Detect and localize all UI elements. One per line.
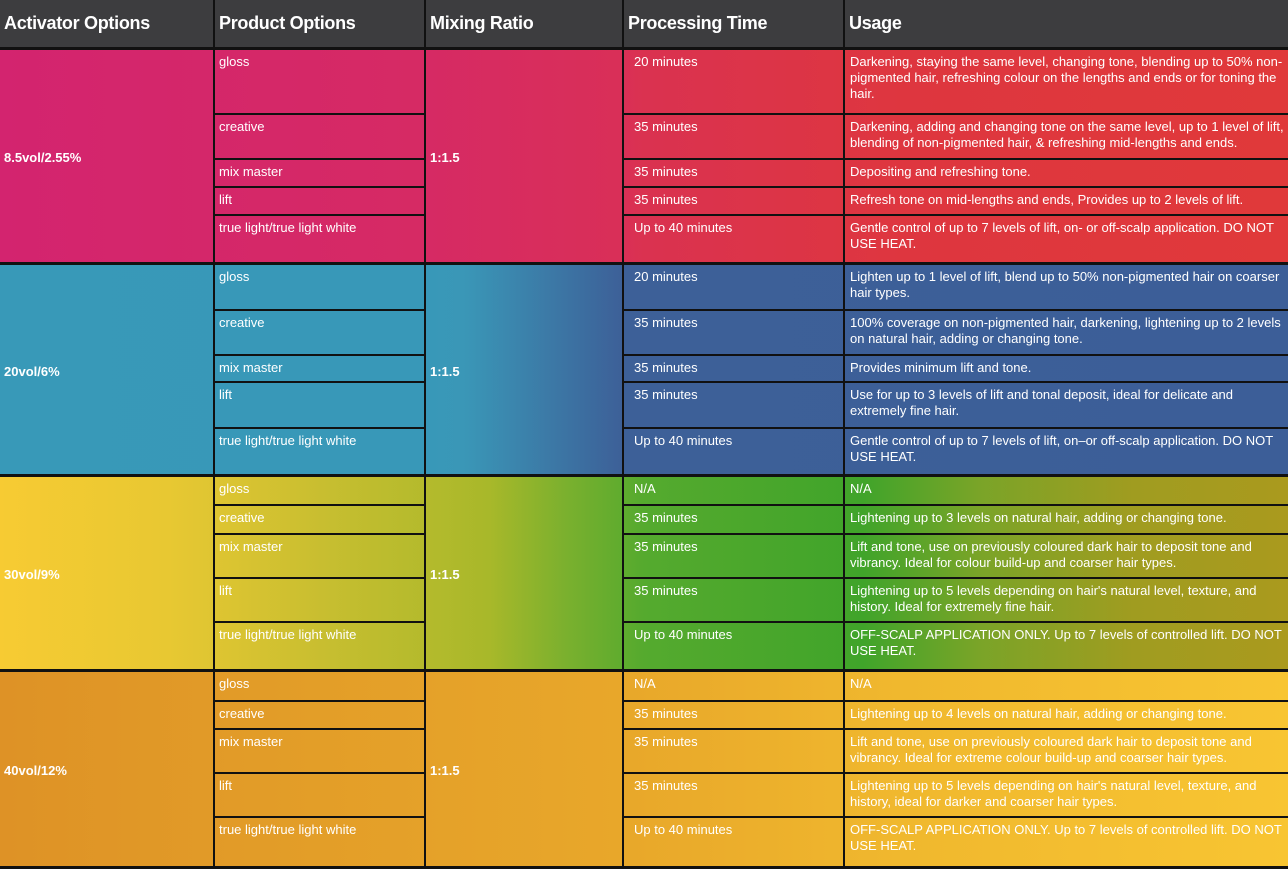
product-cell: true light/true light white — [215, 429, 426, 474]
product-cell: mix master — [215, 356, 426, 383]
processing-time-cell: 35 minutes — [624, 311, 845, 356]
product-cell: true light/true light white — [215, 818, 426, 866]
header-usage: Usage — [849, 13, 902, 33]
product-cell: mix master — [215, 535, 426, 579]
usage-cell: Depositing and refreshing tone. — [845, 160, 1288, 188]
usage-cell: Darkening, staying the same level, chang… — [845, 50, 1288, 115]
processing-time-cell: Up to 40 minutes — [624, 623, 845, 669]
processing-time-cell: 35 minutes — [624, 579, 845, 623]
processing-time-cell: N/A — [624, 672, 845, 702]
product-cell: gloss — [215, 50, 426, 115]
processing-time-cell: 35 minutes — [624, 774, 845, 818]
product-cell: mix master — [215, 730, 426, 774]
product-cell: creative — [215, 115, 426, 160]
table-header: Activator Options Product Options Mixing… — [0, 0, 1288, 50]
processing-time-cell: 35 minutes — [624, 535, 845, 579]
mixing-ratio-cell: 1:1.5 — [426, 672, 624, 866]
usage-cell: N/A — [845, 477, 1288, 506]
activator-group: 20vol/6% 1:1.5 gloss 20 minutes Lighten up t… — [0, 265, 1288, 477]
processing-time-cell: 35 minutes — [624, 702, 845, 730]
processing-time-cell: 35 minutes — [624, 506, 845, 535]
activator-cell: 20vol/6% — [0, 265, 215, 474]
header-activator-options: Activator Options — [0, 0, 215, 47]
processing-time-cell: Up to 40 minutes — [624, 216, 845, 262]
processing-time-cell: 35 minutes — [624, 160, 845, 188]
usage-cell: Lightening up to 3 levels on natural hai… — [845, 506, 1288, 535]
product-cell: creative — [215, 506, 426, 535]
activator-cell: 8.5vol/2.55% — [0, 50, 215, 262]
product-cell: gloss — [215, 672, 426, 702]
header-mixing-ratio: Mixing Ratio — [426, 0, 624, 47]
mixing-ratio-cell: 1:1.5 — [426, 50, 624, 262]
activator-group: 30vol/9% 1:1.5 gloss N/A N/A creative 35 minut… — [0, 477, 1288, 672]
usage-cell: N/A — [845, 672, 1288, 702]
processing-time-cell: 20 minutes — [624, 265, 845, 311]
usage-cell: 100% coverage on non-pigmented hair, dar… — [845, 311, 1288, 356]
usage-cell: Lightening up to 5 levels depending on h… — [845, 774, 1288, 818]
usage-cell: Lift and tone, use on previously coloure… — [845, 535, 1288, 579]
usage-cell: Gentle control of up to 7 levels of lift… — [850, 433, 1273, 464]
product-cell: lift — [215, 579, 426, 623]
processing-time-cell: 35 minutes — [624, 383, 845, 429]
mixing-ratio-cell: 1:1.5 — [426, 265, 624, 474]
product-cell: lift — [215, 383, 426, 429]
activator-group: 40vol/12% 1:1.5 gloss N/A N/A creative 35 minu… — [0, 672, 1288, 869]
usage-cell: Gentle control of up to 7 levels of lift… — [850, 220, 1274, 251]
usage-cell: OFF-SCALP APPLICATION ONLY. Up to 7 leve… — [850, 627, 1282, 658]
product-cell: lift — [215, 774, 426, 818]
table-body: 8.5vol/2.55% 1:1.5 gloss 20 minutes Darkenin… — [0, 50, 1288, 869]
processing-time-cell: 20 minutes — [624, 50, 845, 115]
product-cell: gloss — [215, 265, 426, 311]
product-cell: creative — [215, 311, 426, 356]
usage-cell: Provides minimum lift and tone. — [845, 356, 1288, 383]
usage-cell: OFF-SCALP APPLICATION ONLY. Up to 7 leve… — [850, 822, 1282, 853]
usage-cell: Lightening up to 5 levels depending on h… — [845, 579, 1288, 623]
header-processing-time: Processing Time — [624, 0, 845, 47]
processing-time-cell: Up to 40 minutes — [624, 429, 845, 474]
usage-cell: Lightening up to 4 levels on natural hai… — [845, 702, 1288, 730]
usage-cell: Lighten up to 1 level of lift, blend up … — [845, 265, 1288, 311]
product-cell: gloss — [215, 477, 426, 506]
header-product-options: Product Options — [215, 0, 426, 47]
processing-time-cell: 35 minutes — [624, 115, 845, 160]
processing-time-cell: 35 minutes — [624, 188, 845, 216]
mixing-ratio-cell: 1:1.5 — [426, 477, 624, 669]
activator-group: 8.5vol/2.55% 1:1.5 gloss 20 minutes Darkenin… — [0, 50, 1288, 265]
usage-cell: Lift and tone, use on previously coloure… — [845, 730, 1288, 774]
product-cell: true light/true light white — [215, 216, 426, 262]
processing-time-cell: 35 minutes — [624, 356, 845, 383]
product-cell: true light/true light white — [215, 623, 426, 669]
processing-time-cell: N/A — [624, 477, 845, 506]
processing-time-cell: Up to 40 minutes — [624, 818, 845, 866]
activator-cell: 40vol/12% — [0, 672, 215, 866]
product-cell: mix master — [215, 160, 426, 188]
activator-cell: 30vol/9% — [0, 477, 215, 669]
product-cell: lift — [215, 188, 426, 216]
product-cell: creative — [215, 702, 426, 730]
usage-cell: Refresh tone on mid-lengths and ends, Pr… — [845, 188, 1288, 216]
processing-time-cell: 35 minutes — [624, 730, 845, 774]
usage-cell: Use for up to 3 levels of lift and tonal… — [845, 383, 1288, 429]
usage-cell: Darkening, adding and changing tone on t… — [845, 115, 1288, 160]
